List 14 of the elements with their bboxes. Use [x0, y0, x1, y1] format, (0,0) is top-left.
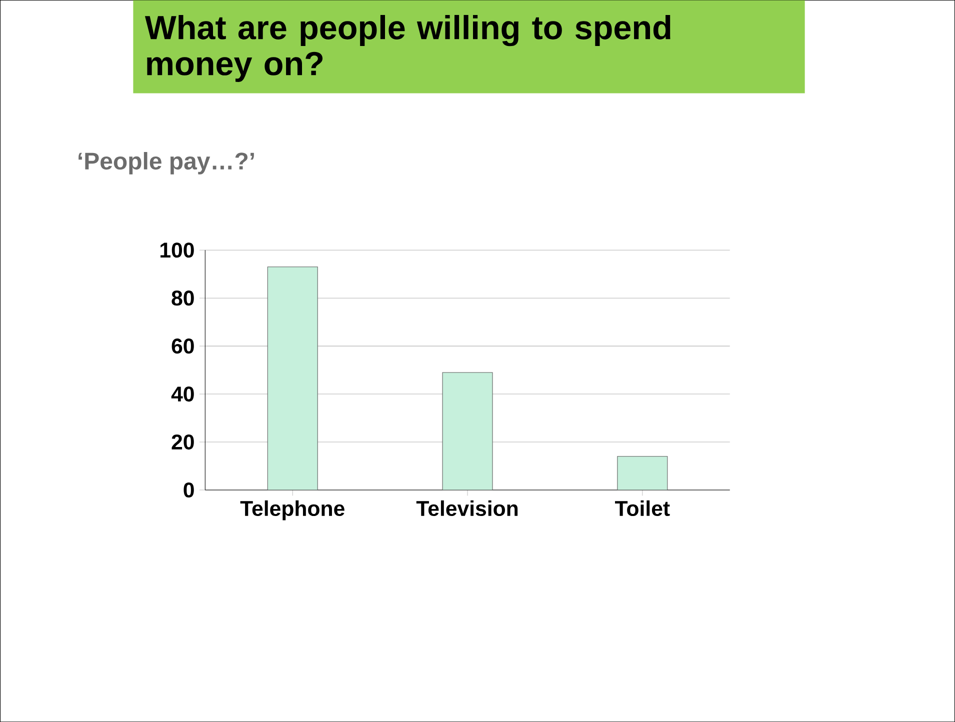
y-tick-label: 80 [172, 290, 194, 306]
y-tick-label: 20 [172, 434, 194, 450]
chart-subtitle: ‘People pay…?’ [78, 152, 254, 174]
chart-title: What are people willing to spend money on? [144, 14, 670, 82]
x-tick-label: Telephone [240, 500, 344, 520]
bar [442, 372, 493, 490]
y-tick-label: 60 [172, 338, 194, 354]
x-tick-label: Television [416, 500, 518, 516]
y-tick-label: 0 [184, 482, 194, 498]
x-tick-label: Toilet [615, 500, 670, 516]
y-tick-label: 100 [160, 242, 194, 258]
y-tick-label: 40 [171, 386, 194, 402]
bar [267, 266, 318, 490]
bar [617, 456, 668, 490]
